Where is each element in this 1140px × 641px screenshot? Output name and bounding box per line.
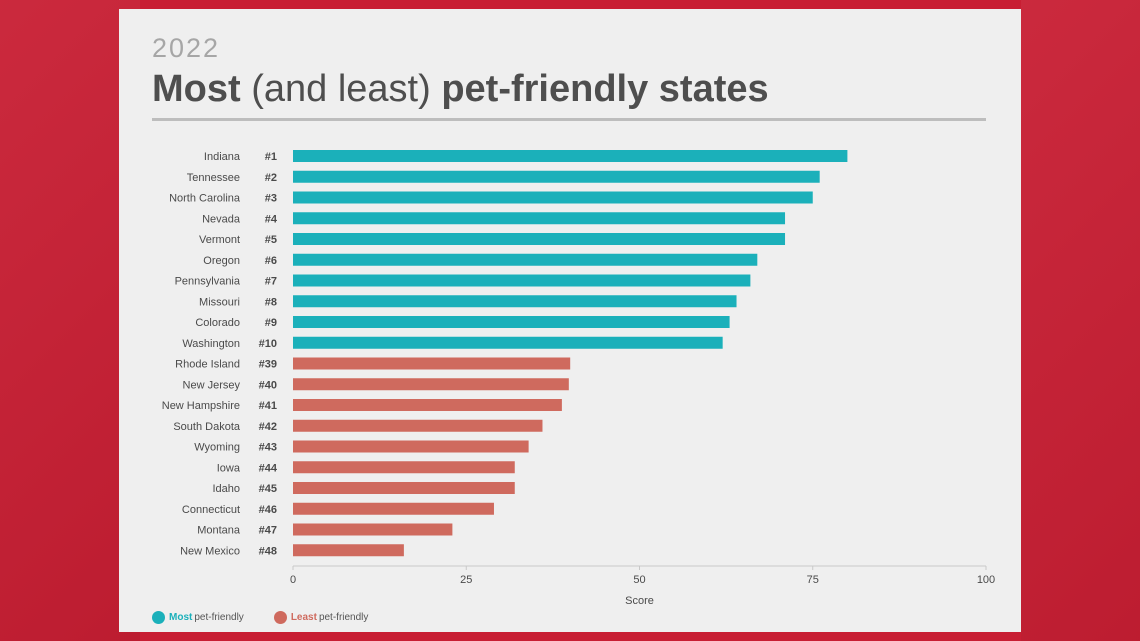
x-axis-label: Score <box>625 595 654 607</box>
legend-most-suffix: pet-friendly <box>194 612 244 623</box>
bar-most <box>293 150 848 162</box>
chart-title: Most (and least) pet-friendly states <box>152 68 769 111</box>
state-label: Nevada <box>202 213 241 225</box>
bar-most <box>293 170 820 183</box>
state-label: Idaho <box>212 483 240 495</box>
x-tick-label: 50 <box>633 574 645 586</box>
bar-least <box>293 461 515 474</box>
rank-label: #39 <box>259 359 277 371</box>
chart-card: 2022 Most (and least) pet-friendly state… <box>119 9 1021 632</box>
bar-most <box>293 274 751 287</box>
bar-least <box>293 523 453 536</box>
state-label: Iowa <box>217 462 241 474</box>
state-label: New Mexico <box>180 545 240 557</box>
rank-label: #46 <box>259 504 277 516</box>
legend-most-strong: Most <box>169 612 193 623</box>
bar-most <box>293 212 786 225</box>
rank-label: #9 <box>265 317 277 329</box>
bar-least <box>293 502 494 515</box>
x-tick-label: 25 <box>460 574 472 586</box>
legend-dot-least <box>273 611 287 624</box>
rank-label: #8 <box>265 296 277 308</box>
title-most: Most <box>152 68 241 110</box>
background-stripe <box>1021 0 1140 641</box>
state-label: Tennessee <box>187 172 240 184</box>
legend-dot-most <box>152 611 165 624</box>
state-label: Oregon <box>203 255 240 267</box>
state-label: Missouri <box>199 296 240 308</box>
bar-most <box>293 253 758 266</box>
bar-most <box>293 191 813 204</box>
legend-item-most: Most pet-friendly <box>152 611 244 624</box>
state-label: Wyoming <box>194 442 240 454</box>
state-label: Montana <box>197 525 241 537</box>
bar-least <box>293 440 529 453</box>
rank-label: #45 <box>259 483 277 495</box>
legend-least-suffix: pet-friendly <box>318 612 369 623</box>
state-label: Pennsylvania <box>175 276 241 288</box>
rank-label: #10 <box>259 338 277 350</box>
rank-label: #6 <box>265 255 277 267</box>
rank-label: #1 <box>265 151 277 163</box>
chart-legend: Most pet-friendly Least pet-friendly <box>152 611 398 624</box>
x-tick-label: 100 <box>977 574 995 586</box>
bar-least <box>293 357 571 370</box>
title-divider <box>152 118 986 121</box>
rank-label: #42 <box>259 421 277 433</box>
chart-year: 2022 <box>152 33 221 63</box>
background-stripe <box>0 0 140 641</box>
state-label: Washington <box>182 338 240 350</box>
bar-most <box>293 336 723 349</box>
rank-label: #47 <box>259 525 277 537</box>
bar-most <box>293 295 737 308</box>
legend-least-strong: Least <box>290 612 317 623</box>
rank-label: #44 <box>259 462 278 474</box>
bar-most <box>293 233 786 245</box>
state-label: North Carolina <box>169 193 241 205</box>
rank-label: #5 <box>265 234 277 246</box>
state-label: New Jersey <box>183 379 241 391</box>
rank-label: #3 <box>265 193 277 205</box>
x-tick-label: 0 <box>290 574 296 586</box>
state-label: Rhode Island <box>175 359 240 371</box>
state-label: Vermont <box>199 234 240 246</box>
bar-most <box>293 316 730 328</box>
state-label: Colorado <box>195 317 240 329</box>
state-label: New Hampshire <box>162 400 240 412</box>
x-tick-label: 75 <box>807 574 819 586</box>
bar-chart: Indiana #1 Tennessee #2 North Carolina #3 Neva… <box>162 150 995 607</box>
rank-label: #4 <box>265 213 278 225</box>
bar-least <box>293 544 404 557</box>
rank-label: #2 <box>265 172 277 184</box>
rank-label: #40 <box>259 379 277 391</box>
legend-item-least: Least pet-friendly <box>273 611 369 624</box>
bar-least <box>293 399 562 411</box>
bar-least <box>293 378 569 391</box>
state-label: South Dakota <box>173 421 241 433</box>
bar-least <box>293 482 515 494</box>
rank-label: #43 <box>259 442 277 454</box>
rank-label: #7 <box>265 276 277 288</box>
rank-label: #48 <box>259 545 277 557</box>
state-label: Connecticut <box>182 504 240 516</box>
title-middle: (and least) <box>251 68 431 110</box>
bar-least <box>293 419 543 432</box>
state-label: Indiana <box>204 151 241 163</box>
title-end: pet-friendly states <box>441 68 769 110</box>
rank-label: #41 <box>259 400 277 412</box>
